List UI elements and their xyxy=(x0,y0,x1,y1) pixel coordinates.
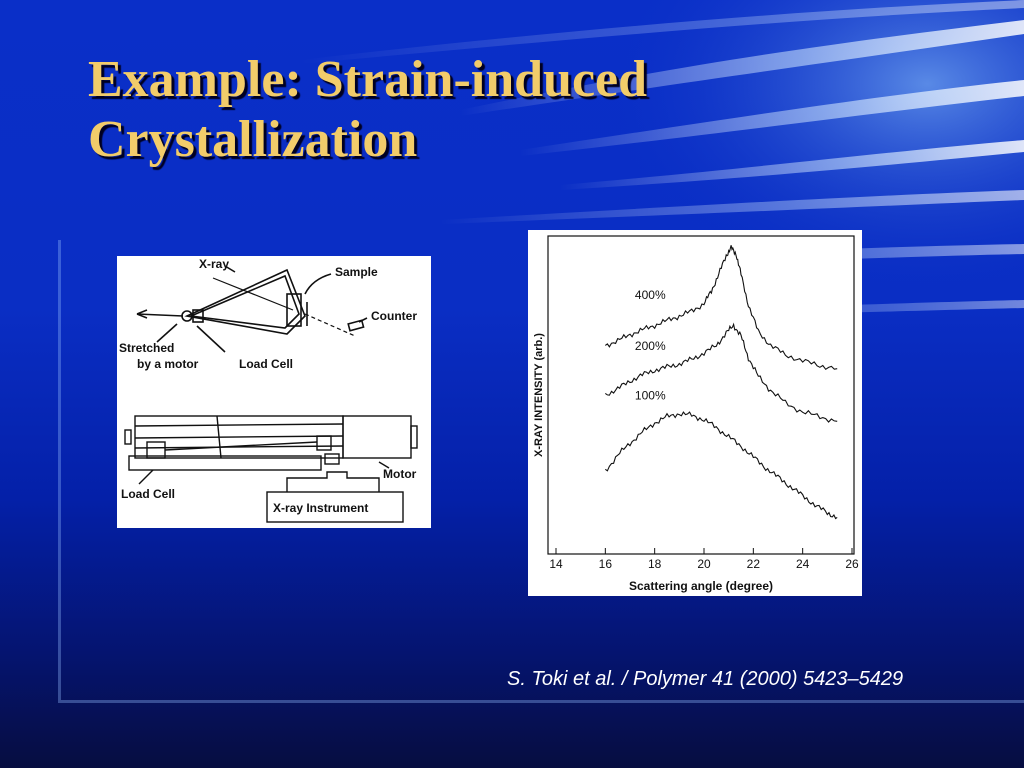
frame-line-left xyxy=(58,240,61,700)
counter-box xyxy=(347,319,365,332)
y-axis-label: X-RAY INTENSITY (arb.) xyxy=(533,333,545,457)
series-label-100pct: 100% xyxy=(635,389,666,403)
support-block xyxy=(128,455,322,471)
xray-intensity-chart: 14 16 18 20 22 24 26 400% 200% 100% Scattering a… xyxy=(528,230,862,596)
x-tick-label: 26 xyxy=(845,557,859,571)
series-group: 400% 200% 100% xyxy=(604,245,838,520)
citation: S. Toki et al. / Polymer 41 (2000) 5423–… xyxy=(507,668,904,690)
label-xray: X-ray xyxy=(199,257,229,271)
sample-holder xyxy=(286,293,302,327)
series-line-100pct xyxy=(604,411,838,520)
x-axis-label: Scattering angle (degree) xyxy=(629,579,773,593)
label-xray-instrument: X-ray Instrument xyxy=(273,501,368,515)
series-line-200pct xyxy=(604,322,838,423)
label-counter: Counter xyxy=(371,309,417,323)
label-stretched: Stretched xyxy=(119,341,174,355)
rail-assembly xyxy=(134,415,344,459)
label-by-motor: by a motor xyxy=(137,357,199,371)
x-tick-label: 22 xyxy=(747,557,761,571)
label-load-cell-bottom: Load Cell xyxy=(121,487,175,501)
motor-housing xyxy=(342,415,412,459)
label-load-cell-top: Load Cell xyxy=(239,357,293,371)
label-sample: Sample xyxy=(335,265,378,279)
series-label-200pct: 200% xyxy=(635,339,666,353)
x-ticks: 14 16 18 20 22 24 26 xyxy=(549,548,859,571)
label-motor: Motor xyxy=(383,467,417,481)
x-tick-label: 16 xyxy=(599,557,613,571)
plot-frame xyxy=(547,235,855,555)
x-tick-label: 20 xyxy=(697,557,711,571)
apparatus-diagram: X-ray Sample Counter Stretched by a moto… xyxy=(117,256,431,528)
xray-instrument-base xyxy=(266,491,404,523)
series-label-400pct: 400% xyxy=(635,288,666,302)
frame-triangle xyxy=(184,268,306,335)
load-cell-block xyxy=(192,309,204,323)
chart-svg: 14 16 18 20 22 24 26 400% 200% 100% Scattering a… xyxy=(533,235,859,593)
series-line-400pct xyxy=(604,245,838,371)
title-line-2: Crystallization xyxy=(88,111,418,168)
x-tick-label: 14 xyxy=(549,557,563,571)
title-line-1: Example: Strain-induced xyxy=(88,51,648,108)
x-tick-label: 18 xyxy=(648,557,662,571)
slide-title: Example: Strain-induced Crystallization xyxy=(88,50,888,170)
apparatus-drawing: X-ray Sample Counter Stretched by a moto… xyxy=(119,257,418,523)
frame-line-bottom xyxy=(58,700,1024,703)
x-tick-label: 24 xyxy=(796,557,810,571)
